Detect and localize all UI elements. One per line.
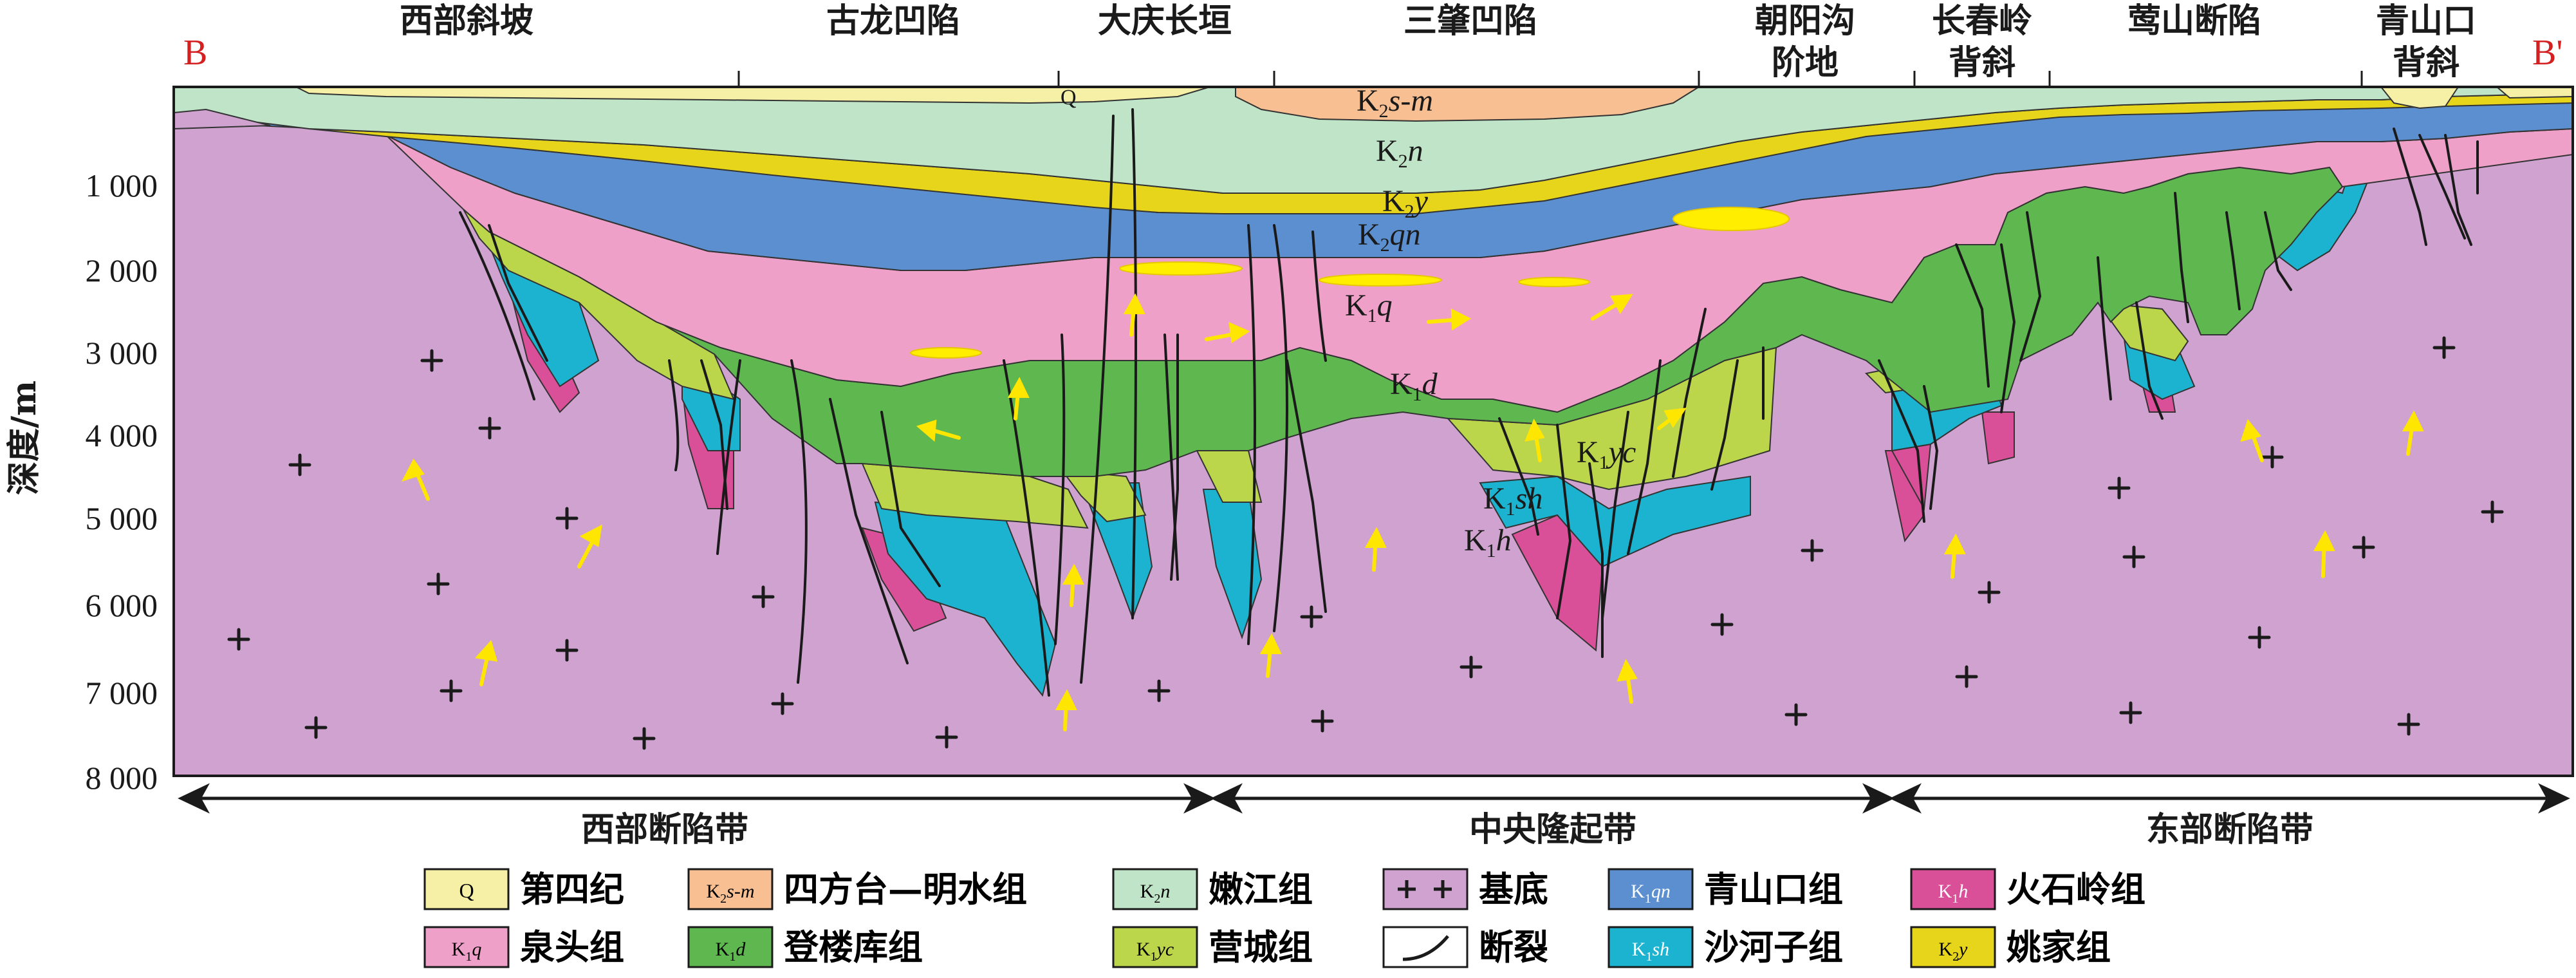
legend-item: 基底: [1382, 868, 1548, 910]
svg-text:断裂: 断裂: [1479, 926, 1548, 968]
svg-text:姚家组: 姚家组: [2006, 926, 2111, 968]
zone-west: 西部断陷带: [581, 810, 748, 849]
section-label-left: B: [183, 33, 207, 73]
zone-arrows: [178, 783, 2570, 814]
faults: [459, 108, 2479, 697]
depth-axis: 深度/m 1 000 2 000 3 000 4 000 5 000 6 000…: [5, 167, 158, 796]
svg-text:泉头组: 泉头组: [520, 926, 624, 968]
svg-text:K1d: K1d: [716, 939, 746, 964]
label-k2n: K2n: [1376, 134, 1423, 172]
label-k1d: K1d: [1390, 367, 1438, 405]
unit-sanzhao: 三肇凹陷: [1404, 1, 1537, 41]
unit-changchunling-1: 长春岭: [1932, 1, 2032, 41]
unit-gulong: 古龙凹陷: [826, 1, 960, 41]
layer-k2sm: [1235, 87, 1700, 122]
svg-text:K1h: K1h: [1938, 881, 1969, 906]
unit-qingshankou-2: 背斜: [2393, 43, 2460, 82]
unit-west-slope: 西部斜坡: [400, 1, 533, 41]
legend-item: K2n 嫩江组: [1112, 868, 1313, 910]
basement-rim-left: [174, 108, 271, 130]
unit-changchunling-2: 背斜: [1949, 43, 2015, 82]
legend-item: K2s-m 四方台—明水组: [687, 868, 1027, 910]
section-body: Q K2s-m K2n K2y K2qn K1q K1d K1yc K1sh K…: [174, 84, 2573, 776]
tick-label: 5 000: [86, 500, 158, 536]
tick-label: 2 000: [86, 252, 158, 288]
legend: Q 第四纪 K2s-m 四方台—明水组 K2n 嫩江组 基底 K1qn 青山口组…: [423, 868, 2145, 968]
basement-crosses: [227, 336, 2504, 750]
label-q: Q: [1061, 86, 1077, 109]
axis-title: 深度/m: [5, 381, 44, 495]
label-k1sh: K1sh: [1483, 482, 1543, 520]
sand-lenses: [910, 207, 1790, 359]
layer-q: [295, 87, 2573, 109]
svg-text:第四纪: 第四纪: [520, 869, 624, 910]
svg-text:登楼库组: 登楼库组: [783, 926, 923, 968]
svg-text:K2s-m: K2s-m: [706, 881, 754, 906]
label-k2qn: K2qn: [1358, 218, 1421, 256]
unit-daqing: 大庆长垣: [1098, 1, 1232, 41]
legend-item: K1yc 营城组: [1112, 926, 1313, 968]
legend-item: 断裂: [1382, 926, 1548, 968]
unit-yingshan: 莺山断陷: [2127, 1, 2261, 41]
unit-chaoyanggou-2: 阶地: [1772, 43, 1839, 82]
svg-text:K2y: K2y: [1939, 939, 1969, 964]
legend-item: Q 第四纪: [423, 868, 624, 910]
zone-labels: 西部断陷带 中央隆起带 东部断陷带: [581, 810, 2313, 849]
svg-text:青山口组: 青山口组: [1704, 869, 1843, 910]
tick-label: 7 000: [86, 675, 158, 711]
unit-separators: [737, 71, 2363, 87]
svg-text:K1sh: K1sh: [1632, 939, 1669, 964]
label-k2sm: K2s-m: [1357, 84, 1433, 122]
svg-text:K2n: K2n: [1140, 881, 1171, 906]
tick-label: 6 000: [86, 587, 158, 623]
svg-text:Q: Q: [459, 879, 474, 902]
tick-label: 1 000: [86, 167, 158, 203]
layer-k1yc: [461, 192, 2292, 529]
legend-item: K2y 姚家组: [1910, 926, 2111, 968]
svg-text:嫩江组: 嫩江组: [1209, 869, 1313, 910]
zone-central: 中央隆起带: [1469, 810, 1636, 849]
structural-unit-labels: 西部斜坡 古龙凹陷 大庆长垣 三肇凹陷 朝阳沟 阶地 长春岭 背斜 莺山断陷 青…: [400, 1, 2476, 82]
legend-item: K1h 火石岭组: [1910, 868, 2145, 910]
svg-text:火石岭组: 火石岭组: [2006, 869, 2145, 910]
legend-item: K1q 泉头组: [423, 926, 624, 968]
svg-text:基底: 基底: [1479, 869, 1548, 910]
svg-text:K1q: K1q: [452, 939, 482, 964]
svg-text:K1qn: K1qn: [1631, 881, 1671, 906]
tick-label: 4 000: [86, 417, 158, 453]
tick-label: 8 000: [86, 760, 158, 796]
svg-text:四方台—明水组: 四方台—明水组: [784, 869, 1027, 910]
svg-text:营城组: 营城组: [1209, 926, 1313, 968]
tick-label: 3 000: [86, 335, 158, 371]
migration-arrows: [401, 293, 2424, 731]
legend-item: K1qn 青山口组: [1608, 868, 1843, 910]
svg-text:K1yc: K1yc: [1136, 939, 1174, 964]
svg-text:沙河子组: 沙河子组: [1704, 926, 1843, 968]
label-k1h: K1h: [1464, 523, 1512, 561]
unit-qingshankou-1: 青山口: [2376, 1, 2476, 41]
label-k1q: K1q: [1345, 288, 1393, 326]
legend-item: K1sh 沙河子组: [1608, 926, 1843, 968]
layer-k2n: [174, 87, 2573, 194]
zone-east: 东部断陷带: [2146, 810, 2313, 849]
layer-annotations: Q K2s-m K2n K2y K2qn K1q K1d K1yc K1sh K…: [1061, 84, 1636, 561]
legend-item: K1d 登楼库组: [687, 926, 923, 968]
label-k1yc: K1yc: [1577, 435, 1636, 473]
section-frame: [172, 71, 2574, 777]
label-k2y: K2y: [1382, 184, 1429, 222]
unit-chaoyanggou-1: 朝阳沟: [1755, 1, 1855, 41]
section-label-right: B': [2532, 33, 2562, 73]
